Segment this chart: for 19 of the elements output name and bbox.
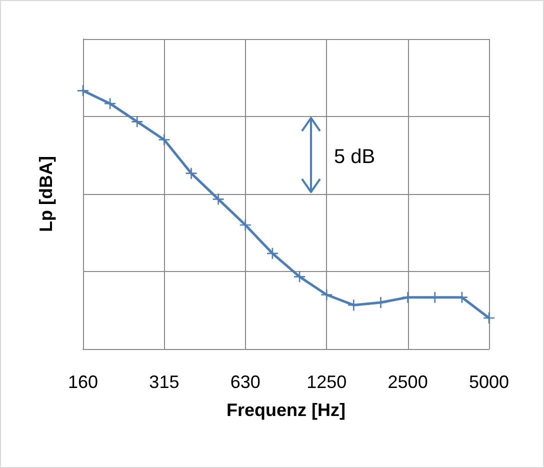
x-tick-label: 1250 xyxy=(306,372,347,392)
x-tick-label: 160 xyxy=(68,372,98,392)
point xyxy=(212,194,224,205)
point xyxy=(186,168,197,179)
x-tick-label: 315 xyxy=(149,372,180,392)
y-axis-title: Lp [dBA] xyxy=(36,156,56,232)
point xyxy=(158,134,170,146)
point xyxy=(321,289,332,300)
point xyxy=(240,220,251,230)
x-axis-title: Frequenz [Hz] xyxy=(226,400,346,420)
point xyxy=(294,271,306,282)
point xyxy=(78,85,88,96)
x-tick-label: 630 xyxy=(230,372,260,392)
point xyxy=(132,116,143,128)
point xyxy=(348,300,360,311)
annotation: 5 dB xyxy=(334,146,376,168)
x-tick-label: 2500 xyxy=(388,372,428,392)
point xyxy=(375,297,386,308)
x-tick-label: 5000 xyxy=(468,372,510,392)
